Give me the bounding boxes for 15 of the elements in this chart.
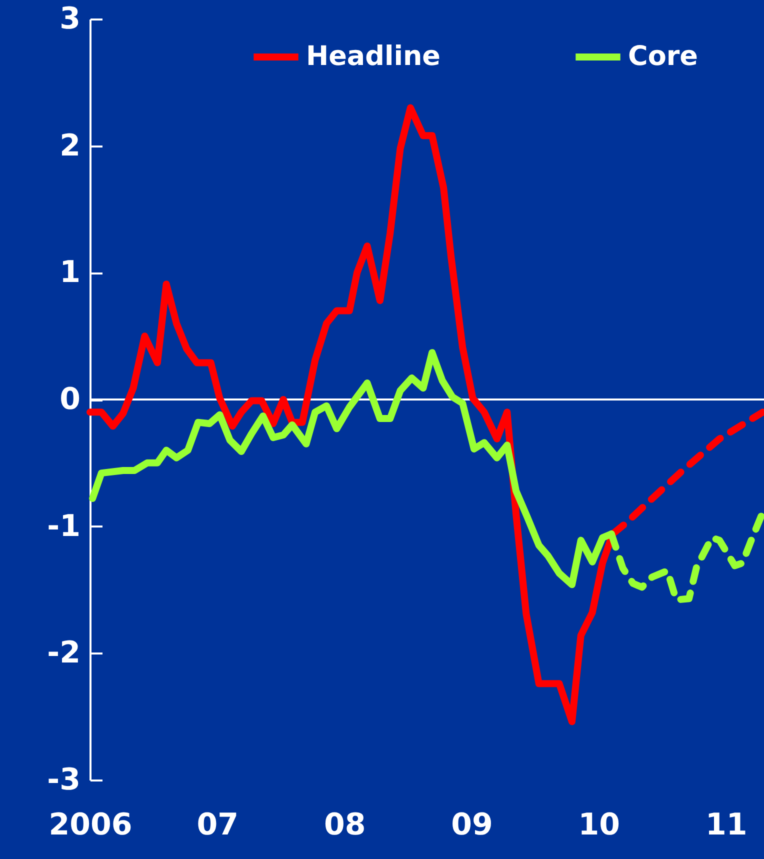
y-tick-label: -2 [47,636,80,671]
x-tick-label: 10 [578,808,620,842]
y-tick-label: 0 [60,382,80,417]
y-tick-label: -1 [47,508,80,544]
y-tick-label: 3 [60,2,80,36]
legend-label: Core [628,41,698,72]
x-tick-label: 07 [196,808,239,842]
x-tick-label: 09 [451,808,493,842]
y-tick-label: 1 [60,255,80,290]
y-tick-label: -3 [47,762,80,798]
x-tick-label: 08 [324,808,366,842]
y-tick-label: 2 [60,128,80,164]
x-tick-label: 2006 [48,808,132,842]
legend-label: Headline [306,41,440,72]
x-tick-label: 11 [705,808,748,842]
